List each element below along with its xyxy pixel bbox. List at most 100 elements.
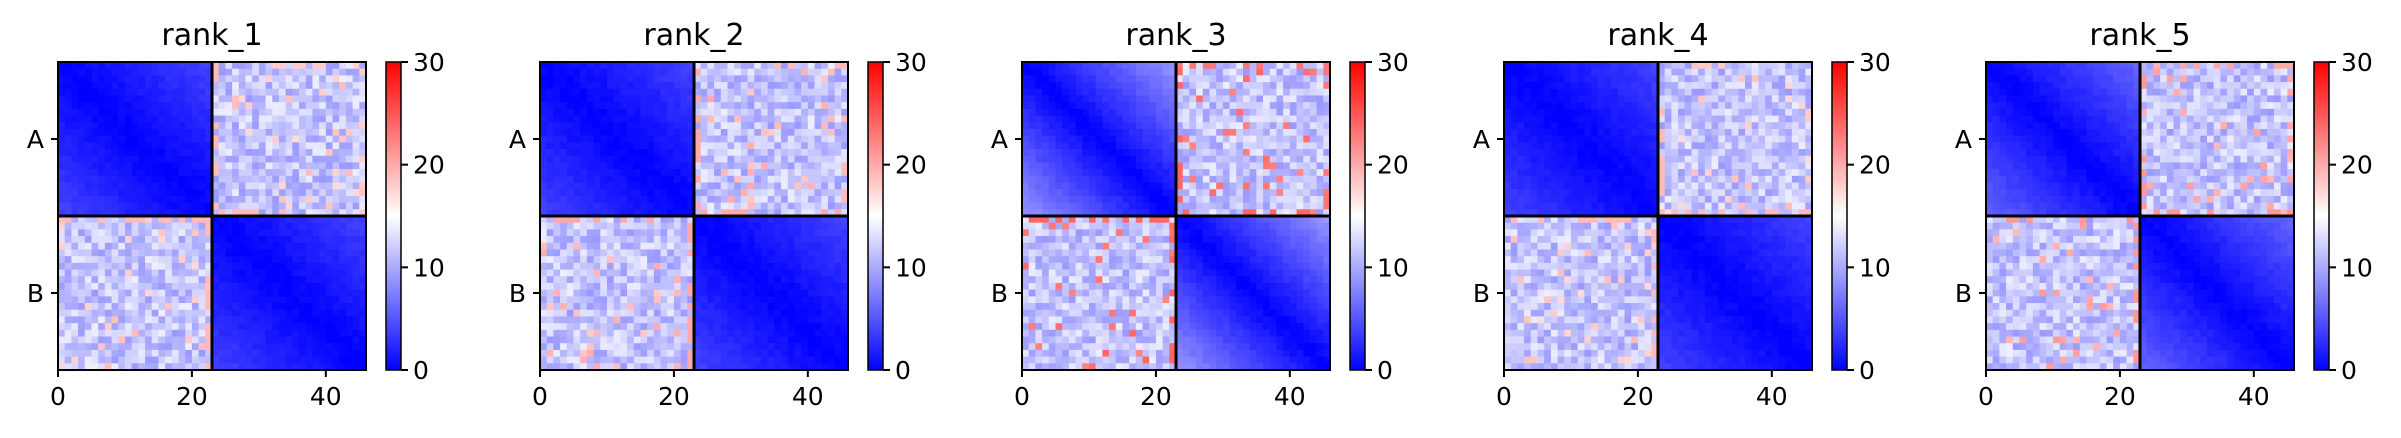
heatmap-cell [613, 108, 621, 117]
heatmap-cell [586, 209, 595, 217]
heatmap-cell [814, 108, 822, 117]
heatmap-cell [640, 309, 648, 318]
heatmap-cell [218, 108, 226, 117]
heatmap-cell [1242, 135, 1251, 143]
heatmap-cell [667, 142, 675, 150]
heatmap-cell [171, 189, 180, 197]
heatmap-cell [774, 316, 782, 324]
heatmap-cell [566, 75, 575, 83]
heatmap-cell [673, 195, 682, 204]
heatmap-cell [606, 88, 615, 97]
heatmap-cell [714, 149, 722, 157]
heatmap-cell [124, 336, 133, 344]
heatmap-cell [827, 88, 836, 97]
heatmap-cell [111, 296, 119, 304]
heatmap-cell [118, 276, 126, 284]
heatmap-cell [1276, 102, 1284, 110]
heatmap-cell [754, 209, 762, 217]
heatmap-cell [232, 336, 240, 344]
heatmap-cell [754, 175, 762, 184]
heatmap-cell [694, 135, 702, 143]
heatmap-cell [714, 222, 722, 230]
heatmap-cell [339, 82, 347, 90]
heatmap-cell [232, 209, 240, 217]
heatmap-cell [178, 182, 186, 190]
heatmap-cell [1095, 95, 1103, 103]
heatmap-cell [653, 128, 662, 137]
heatmap-cell [145, 182, 153, 190]
heatmap-cell [319, 216, 327, 224]
heatmap-cell [131, 88, 139, 97]
heatmap-cell [593, 102, 601, 110]
heatmap-cell [553, 222, 561, 230]
colorbar-tick-label: 10 [413, 253, 445, 282]
heatmap-cell [1055, 82, 1063, 90]
heatmap-cell [91, 68, 99, 76]
heatmap-cell [285, 182, 293, 190]
heatmap-cell [319, 195, 327, 204]
heatmap-cell [1196, 102, 1204, 110]
heatmap-cell [91, 162, 99, 170]
heatmap-cell [700, 282, 708, 291]
heatmap-cell [84, 189, 93, 197]
heatmap-cell [131, 189, 139, 197]
heatmap-cell [292, 256, 300, 264]
heatmap-cell [1068, 68, 1077, 76]
heatmap-cell [58, 202, 66, 210]
heatmap-cell [1102, 162, 1110, 170]
heatmap-cell [680, 189, 688, 197]
heatmap-cell [754, 102, 762, 110]
heatmap-cell [78, 75, 86, 83]
heatmap-cell [91, 149, 99, 157]
heatmap-cell [325, 108, 334, 117]
heatmap-cell [258, 95, 267, 103]
heatmap-cell [1316, 155, 1324, 164]
heatmap-cell [774, 323, 782, 331]
heatmap-cell [265, 128, 273, 137]
heatmap-cell [238, 323, 247, 331]
heatmap-cell [212, 95, 220, 103]
heatmap-cell [660, 316, 668, 324]
heatmap-cell [1283, 115, 1291, 123]
heatmap-cell [553, 195, 561, 204]
heatmap-cell [707, 216, 715, 224]
heatmap-cell [1155, 108, 1164, 117]
heatmap-cell [606, 108, 615, 117]
heatmap-cell [740, 128, 749, 137]
heatmap-cell [212, 349, 220, 358]
heatmap-cell [1048, 135, 1057, 143]
heatmap-cell [807, 102, 816, 110]
heatmap-cell [807, 323, 816, 331]
heatmap-cell [218, 122, 226, 130]
heatmap-cell [821, 169, 829, 177]
heatmap-cell [1236, 68, 1244, 76]
heatmap-cell [613, 75, 621, 83]
heatmap-cell [640, 122, 648, 130]
heatmap-cell [1289, 102, 1298, 110]
heatmap-cell [285, 216, 293, 224]
heatmap-cell [305, 303, 314, 311]
heatmap-cell [734, 336, 742, 344]
heatmap-cell [245, 175, 253, 184]
heatmap-cell [767, 236, 775, 244]
heatmap-cell [606, 155, 615, 164]
heatmap-cell [124, 256, 133, 264]
heatmap-cell [111, 309, 119, 318]
heatmap-cell [1216, 68, 1224, 76]
heatmap-cell [827, 262, 836, 271]
heatmap-cell [84, 316, 93, 324]
heatmap-cell [680, 222, 688, 230]
heatmap-cell [1202, 149, 1211, 157]
heatmap-cell [566, 282, 575, 291]
heatmap-cell [91, 102, 99, 110]
heatmap-cell [834, 316, 842, 324]
heatmap-cell [1202, 62, 1211, 70]
heatmap-cell [673, 102, 682, 110]
heatmap-cell [1169, 115, 1177, 123]
heatmap-cell [687, 68, 695, 76]
heatmap-cell [647, 343, 655, 351]
heatmap-cell [760, 309, 769, 318]
heatmap-cell [64, 329, 72, 338]
heatmap-cell [185, 343, 193, 351]
heatmap-cell [821, 88, 829, 97]
